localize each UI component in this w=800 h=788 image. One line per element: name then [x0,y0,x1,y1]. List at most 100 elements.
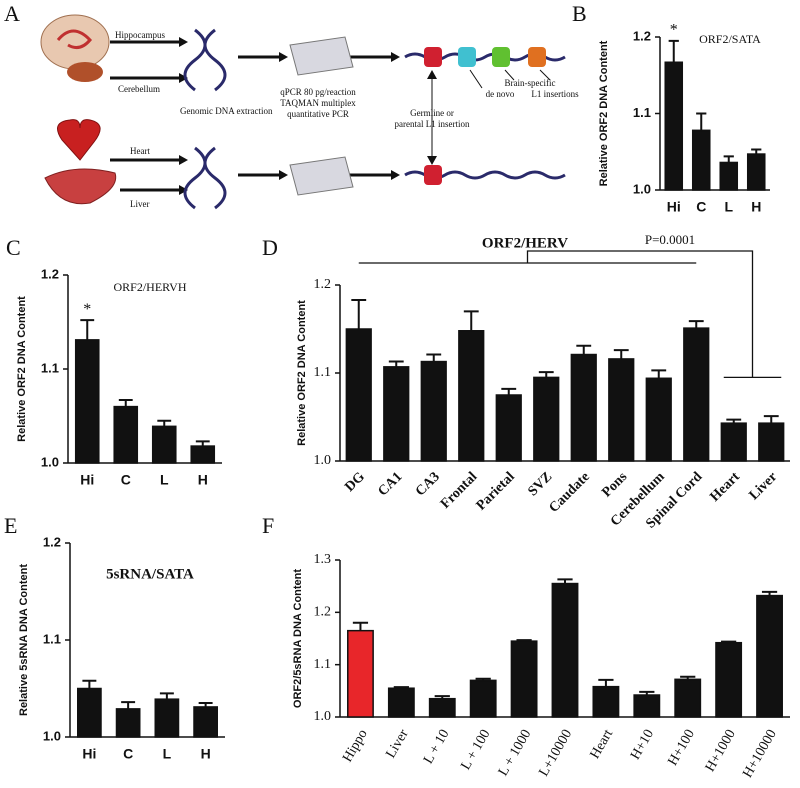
bar [193,706,218,738]
y-tick-label: 1.1 [314,365,332,380]
bar [551,582,579,718]
bar [746,153,766,191]
y-axis-label: ORF2/5sRNA DNA Content [292,569,304,708]
x-tick-label: Liver [383,727,411,761]
arrowheads [179,37,437,195]
y-tick-label: 1.2 [314,277,332,292]
y-tick-label: 1.3 [314,552,332,567]
error-bar [668,39,679,63]
y-tick-label: 1.1 [314,657,332,672]
x-tick-label: Parietal [474,469,518,513]
x-tick-label: CA1 [375,469,405,499]
bar [720,422,747,462]
bar [510,640,538,718]
panel-a: A [4,1,579,210]
x-tick-label: H [751,199,761,215]
cerebellum-icon [67,62,103,82]
bar [74,339,100,464]
error-bar [761,590,778,596]
bar [715,641,743,718]
x-tick-label: L + 1000 [496,727,534,779]
dna-icons [183,28,227,210]
error-bar [501,387,517,395]
x-tick-label: H+10000 [740,727,779,780]
step-label: quantitative PCR [287,109,349,119]
bar [469,679,497,718]
error-bar [195,440,210,447]
panel-letter: A [4,1,20,26]
error-bar [157,419,172,427]
error-bar [434,695,450,699]
error-bar [80,319,95,340]
error-bar [751,148,762,155]
error-bar [82,679,97,689]
error-bar [352,621,369,631]
error-bar [576,344,592,355]
x-tick-label: Hi [80,472,94,488]
brain-icon [40,14,110,70]
tissue-label: Hippocampus [115,30,165,40]
y-axis-label: Relative ORF2 DNA Content [16,296,28,442]
step-label: Germline or [410,108,454,118]
arrows [110,40,392,192]
bar [345,328,372,462]
bar [691,129,711,191]
error-bar [121,701,136,709]
error-bar [516,639,532,642]
bar [77,687,102,738]
step-label: de novo [486,89,515,99]
x-tick-label: L+10000 [537,727,576,779]
x-tick-label: Heart [708,469,744,505]
chart-title: ORF2/HERV [482,235,568,251]
y-tick-label: 1.0 [633,181,651,196]
bar [758,422,785,462]
error-bar [598,678,614,687]
x-tick-label: DG [342,469,368,495]
y-axis-label: Relative ORF2 DNA Content [296,300,308,446]
error-bar [118,399,133,407]
significance-label: * [83,301,91,318]
x-tick-label: C [696,199,706,215]
bar [570,353,597,462]
x-tick-label: Hi [82,746,96,762]
bar [154,698,180,738]
error-bar [426,353,442,362]
error-bar [388,360,404,367]
y-axis-label: Relative 5sRNA DNA Content [18,564,30,716]
heart-icon [57,119,101,161]
step-label: qPCR 80 pg/reaction [280,87,356,97]
y-axis-label: Relative ORF2 DNA Content [598,40,610,186]
bar [645,377,672,462]
x-tick-label: SVZ [525,469,555,499]
chart-title: ORF2/SATA [699,32,761,46]
significance-bracket [358,250,782,379]
tissue-label: Liver [130,199,150,209]
x-tick-label: L [724,199,733,215]
error-bar [538,371,554,378]
tissue-label: Cerebellum [118,84,160,94]
bar [756,594,783,718]
bar [533,376,560,462]
x-tick-label: H+10 [628,727,657,762]
x-tick-label: Heart [588,727,617,762]
panel-letter: D [262,235,278,260]
x-tick-label: H+100 [665,727,697,768]
step-label: TAQMAN multiplex [280,98,356,108]
x-tick-label: Hippo [340,727,370,765]
y-tick-label: 1.1 [41,360,59,375]
bar [719,161,739,191]
bar [151,425,177,464]
x-tick-label: C [121,472,131,488]
x-tick-label: Frontal [438,469,480,511]
error-bar [159,692,174,700]
p-value: P=0.0001 [645,232,695,247]
plates [289,36,354,196]
error-bar [688,320,704,329]
y-tick-label: 1.0 [43,728,61,743]
error-bar [557,578,573,584]
panel-letter: F [262,513,274,538]
error-bar [723,155,734,163]
y-tick-label: 1.1 [43,631,61,646]
tissue-label: Heart [130,146,150,156]
bar [383,366,410,462]
